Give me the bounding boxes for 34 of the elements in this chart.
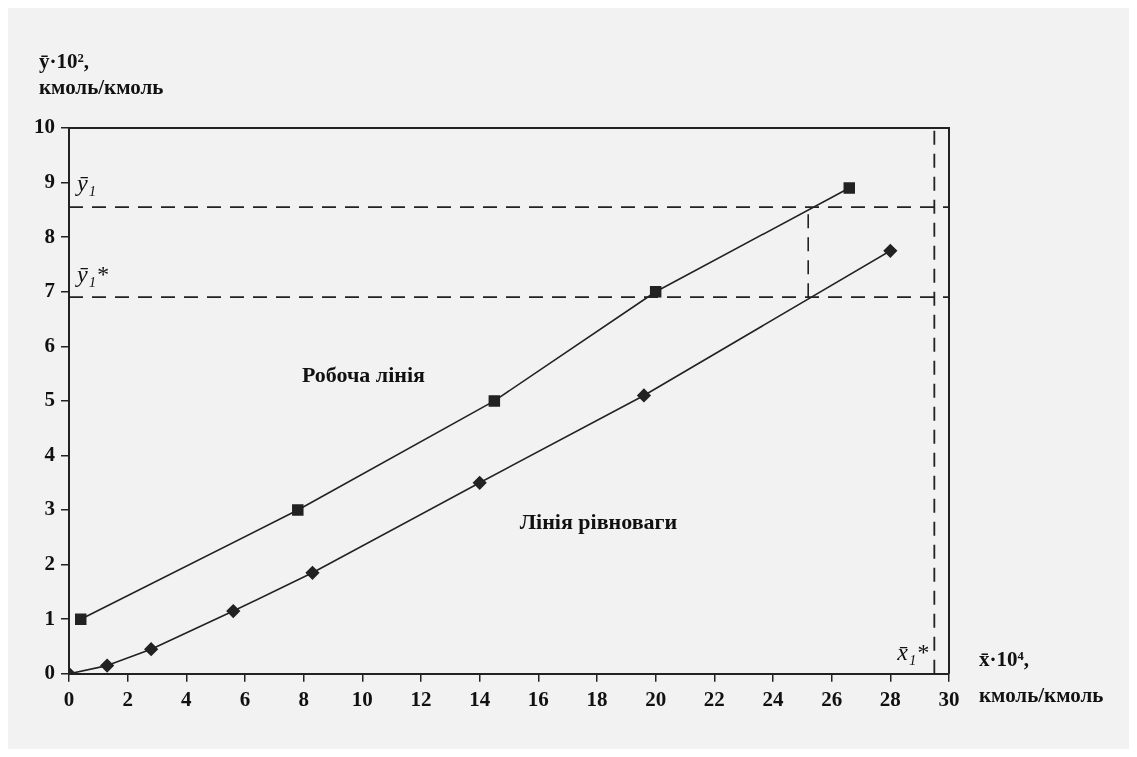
y-tick-label: 0	[44, 660, 55, 685]
x-axis-title: x̄·10⁴, кмоль/кмоль	[979, 646, 1104, 707]
x-tick-label: 24	[762, 686, 784, 711]
y-tick-label: 8	[44, 223, 55, 248]
x-tick-label: 30	[938, 686, 960, 711]
y-tick-label: 2	[44, 551, 55, 576]
x-tick-label: 2	[122, 686, 133, 711]
x-tick-label: 4	[181, 686, 193, 711]
x-tick-label: 0	[63, 686, 75, 711]
x-tick-label: 6	[239, 686, 251, 711]
x-tick-label: 28	[879, 686, 901, 711]
series-label: Лінія рівноваги	[519, 509, 678, 535]
y-tick-label: 5	[44, 387, 55, 412]
y-tick-label: 7	[44, 278, 55, 303]
ref-line-label: ȳ₁	[75, 170, 96, 197]
x-tick-label: 10	[351, 686, 373, 711]
y-tick-label: 9	[44, 169, 55, 193]
x-tick-label: 8	[298, 686, 309, 711]
y-tick-label: 3	[44, 496, 55, 521]
text: Робоча лінія	[301, 361, 426, 387]
x-tick-label: 22	[703, 686, 725, 711]
y-tick-label: 6	[44, 332, 55, 357]
ref-line-label: ȳ₁*	[75, 260, 108, 287]
y-tick-label: 1	[44, 605, 55, 630]
x-tick-label: 12	[410, 686, 432, 711]
x-tick-label: 26	[821, 686, 843, 711]
x-tick-label: 18	[586, 686, 608, 711]
y-tick-label: 4	[44, 441, 56, 466]
ref-line-label: x̄₁*	[896, 639, 929, 666]
x-tick-label: 14	[469, 686, 491, 711]
x-tick-label: 20	[645, 686, 667, 711]
x-tick-label: 16	[527, 686, 549, 711]
y-tick-label: 10	[34, 114, 55, 139]
y-axis-title: ȳ·10², кмоль/кмоль	[39, 49, 164, 99]
